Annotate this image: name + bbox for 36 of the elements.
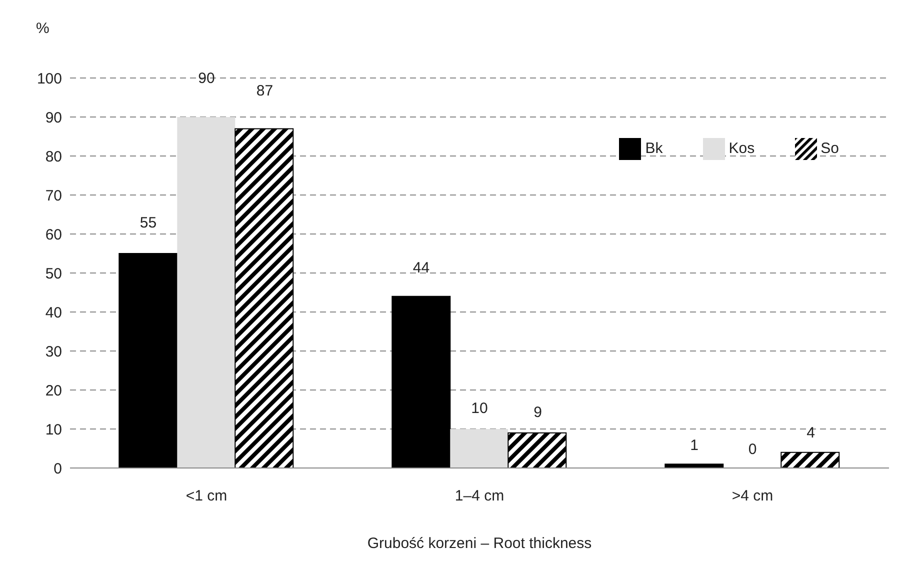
bar bbox=[177, 117, 236, 468]
data-label: 87 bbox=[256, 82, 274, 100]
y-tick-label: 0 bbox=[54, 460, 62, 478]
data-label: 90 bbox=[198, 70, 215, 88]
x-tick-label: 1–4 cm bbox=[454, 488, 504, 505]
bar bbox=[664, 464, 724, 468]
y-tick-label: 80 bbox=[45, 148, 62, 166]
data-label: 0 bbox=[748, 441, 757, 458]
y-axis-title: % bbox=[36, 20, 50, 37]
data-label: 55 bbox=[140, 214, 157, 232]
bar bbox=[450, 429, 508, 468]
bar bbox=[508, 432, 567, 468]
legend-label: Kos bbox=[728, 140, 755, 157]
data-label: 4 bbox=[806, 424, 815, 442]
bar bbox=[780, 452, 840, 468]
legend-label: Bk bbox=[645, 140, 663, 157]
x-tick-label: >4 cm bbox=[732, 488, 774, 505]
data-label: 1 bbox=[690, 436, 698, 454]
y-tick-label: 40 bbox=[45, 304, 62, 322]
data-label: 9 bbox=[534, 404, 542, 421]
bar bbox=[118, 253, 178, 468]
legend-label: So bbox=[820, 140, 839, 157]
y-tick-label: 100 bbox=[36, 70, 62, 88]
x-tick-label: <1 cm bbox=[186, 488, 228, 505]
y-tick-label: 20 bbox=[45, 382, 62, 400]
y-tick-label: 70 bbox=[45, 187, 62, 204]
x-axis-title: Grubość korzeni – Root thickness bbox=[367, 535, 592, 552]
y-tick-label: 30 bbox=[45, 343, 62, 360]
y-tick-label: 90 bbox=[45, 109, 62, 126]
bar bbox=[234, 128, 294, 468]
data-label: 44 bbox=[412, 260, 430, 277]
y-tick-label: 10 bbox=[45, 421, 62, 438]
y-tick-label: 50 bbox=[45, 265, 62, 282]
data-label: 10 bbox=[471, 400, 488, 417]
bar bbox=[392, 296, 451, 468]
y-tick-label: 60 bbox=[45, 226, 62, 244]
